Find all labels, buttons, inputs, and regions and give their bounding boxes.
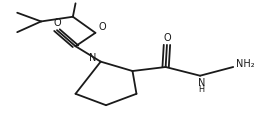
Text: H: H — [198, 85, 205, 94]
Text: N: N — [198, 78, 205, 88]
Text: O: O — [53, 18, 61, 28]
Text: O: O — [98, 22, 106, 32]
Text: O: O — [163, 33, 171, 42]
Text: N: N — [89, 53, 96, 63]
Text: NH₂: NH₂ — [236, 59, 254, 69]
